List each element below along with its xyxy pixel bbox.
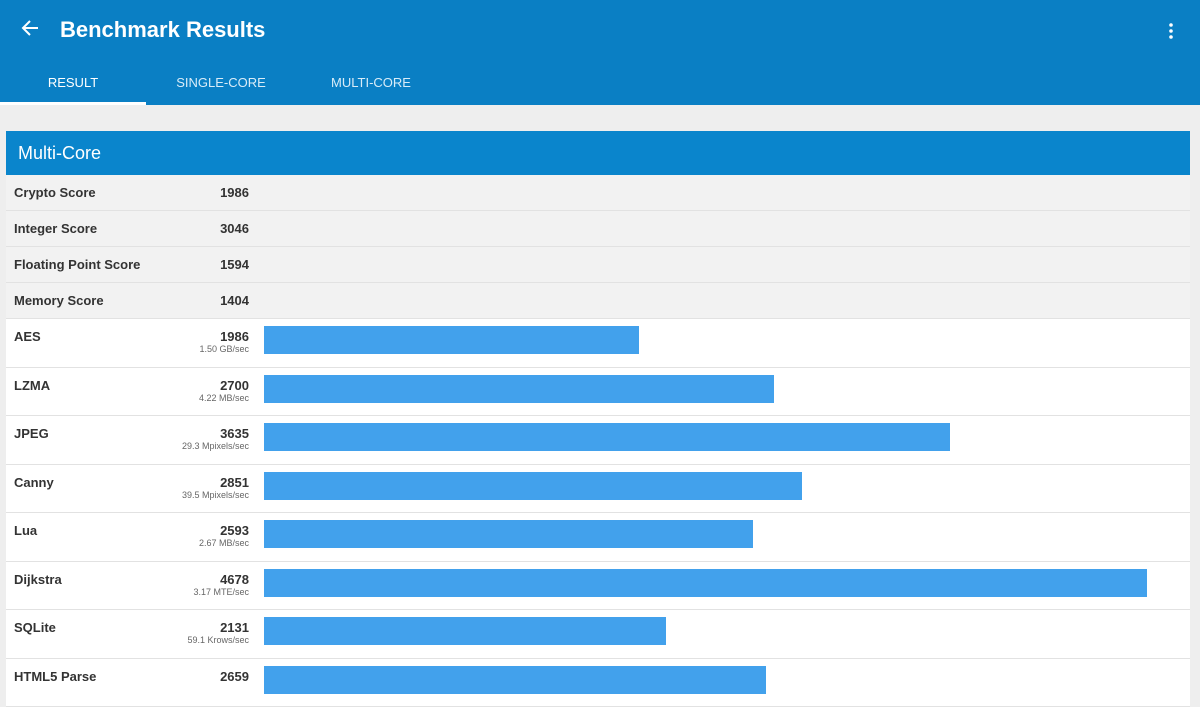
test-rate: 39.5 Mpixels/sec xyxy=(182,490,249,500)
test-score: 4678 xyxy=(220,572,249,587)
score-name: Crypto Score xyxy=(14,185,96,200)
score-bar xyxy=(264,423,950,451)
score-bar xyxy=(264,520,753,548)
test-score: 2131 xyxy=(220,620,249,635)
tab-indicator xyxy=(0,102,146,105)
score-bar xyxy=(264,326,639,354)
score-bar xyxy=(264,666,766,694)
test-rate: 4.22 MB/sec xyxy=(199,393,249,403)
test-name: Dijkstra xyxy=(14,572,62,587)
tab[interactable]: SINGLE-CORE xyxy=(148,75,294,90)
score-name: Memory Score xyxy=(14,293,104,308)
test-name: LZMA xyxy=(14,378,50,393)
test-name: SQLite xyxy=(14,620,56,635)
score-name: Floating Point Score xyxy=(14,257,140,272)
test-name: JPEG xyxy=(14,426,49,441)
rows: Crypto Score 1986 Integer Score 3046 Floatin… xyxy=(6,175,1190,707)
summary-row: Integer Score 3046 xyxy=(6,211,1190,247)
score-bar xyxy=(264,617,666,645)
test-name: AES xyxy=(14,329,41,344)
test-rate: 3.17 MTE/sec xyxy=(193,587,249,597)
test-name: Canny xyxy=(14,475,54,490)
test-score: 1986 xyxy=(220,329,249,344)
summary-row: Crypto Score 1986 xyxy=(6,175,1190,211)
tab[interactable]: RESULT xyxy=(0,75,146,90)
test-rate: 2.67 MB/sec xyxy=(199,538,249,548)
test-row: HTML5 Parse 2659 xyxy=(6,659,1190,707)
score-bar xyxy=(264,375,774,403)
tab[interactable]: MULTI-CORE xyxy=(298,75,444,90)
test-score: 2593 xyxy=(220,523,249,538)
test-rate: 59.1 Krows/sec xyxy=(187,635,249,645)
menu-button[interactable] xyxy=(1168,22,1174,40)
test-score: 2851 xyxy=(220,475,249,490)
score-name: Integer Score xyxy=(14,221,97,236)
back-button[interactable] xyxy=(20,18,40,38)
test-rate: 29.3 Mpixels/sec xyxy=(182,441,249,451)
score-bar xyxy=(264,472,802,500)
score-value: 1404 xyxy=(220,293,249,308)
summary-row: Floating Point Score 1594 xyxy=(6,247,1190,283)
summary-row: Memory Score 1404 xyxy=(6,283,1190,319)
test-name: Lua xyxy=(14,523,37,538)
title: Benchmark Results xyxy=(60,17,265,43)
score-value: 1594 xyxy=(220,257,249,272)
test-score: 2659 xyxy=(220,669,249,684)
score-value: 3046 xyxy=(220,221,249,236)
score-value: 1986 xyxy=(220,185,249,200)
test-rate: 1.50 GB/sec xyxy=(199,344,249,354)
test-score: 2700 xyxy=(220,378,249,393)
test-score: 3635 xyxy=(220,426,249,441)
score-bar xyxy=(264,569,1147,597)
test-name: HTML5 Parse xyxy=(14,669,96,684)
section-title: Multi-Core xyxy=(6,131,1190,175)
card: Multi-Core Crypto Score 1986 Integer Score… xyxy=(6,131,1190,691)
